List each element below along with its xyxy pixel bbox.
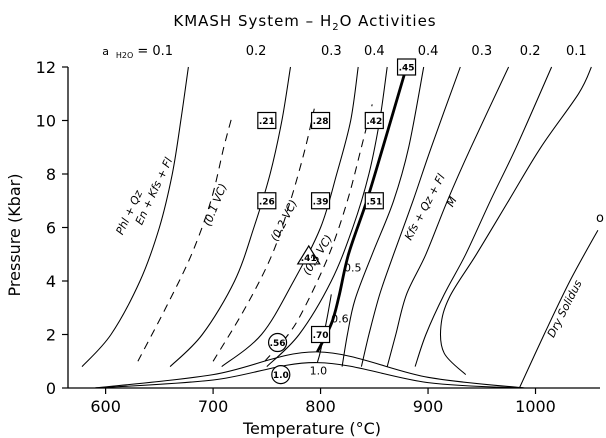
square-marker-label: .45 bbox=[399, 64, 415, 74]
x-tick-label: 900 bbox=[413, 397, 444, 416]
field-label: M bbox=[444, 194, 460, 209]
top-label-9: 0.1 bbox=[566, 44, 587, 59]
square-marker bbox=[257, 111, 277, 130]
series-line-1 bbox=[81, 66, 189, 367]
x-tick-label: 800 bbox=[305, 397, 336, 416]
top-label-activity-symbol: H2O = 0.1 bbox=[116, 44, 173, 60]
top-label-5: 0.4 bbox=[364, 44, 385, 59]
series-line-10 bbox=[341, 66, 425, 367]
circle-marker bbox=[267, 332, 288, 353]
y-tick-label: 12 bbox=[36, 58, 56, 77]
square-marker-label: .21 bbox=[259, 117, 275, 127]
series-line-12 bbox=[386, 66, 510, 367]
y-tick-label: 10 bbox=[36, 112, 56, 131]
edge-label: o bbox=[596, 211, 604, 226]
series-line-8 bbox=[316, 66, 408, 353]
series-line-16 bbox=[94, 362, 525, 389]
series-line-3 bbox=[169, 66, 292, 367]
square-marker bbox=[310, 325, 331, 344]
plot-area: a H2O = 0.1 0.2 0.3 0.4 0.4 0.3 0.2 0.1 .21 .28 .42… bbox=[81, 44, 604, 389]
circle-marker-label: 1.0 bbox=[273, 371, 289, 381]
field-label: (0.1 VC) bbox=[201, 182, 230, 228]
series-line-11 bbox=[360, 66, 461, 367]
annotation-label: 0.6 bbox=[331, 312, 349, 325]
field-label: Dry Solidus bbox=[545, 278, 585, 340]
series-line-15 bbox=[518, 229, 599, 389]
x-tick-label: 700 bbox=[198, 397, 229, 416]
y-tick-label: 2 bbox=[46, 326, 56, 345]
annotation-label: 0.5 bbox=[344, 262, 362, 275]
square-marker bbox=[310, 111, 331, 130]
circle-marker bbox=[271, 365, 291, 385]
square-marker bbox=[364, 111, 384, 130]
square-marker bbox=[310, 192, 331, 210]
square-marker-label: .39 bbox=[313, 197, 329, 207]
circle-marker-label: .56 bbox=[270, 339, 286, 349]
top-label-3: 0.2 bbox=[246, 44, 267, 59]
square-marker bbox=[396, 58, 417, 76]
series-line-13 bbox=[414, 66, 553, 367]
x-tick-label: 1000 bbox=[515, 397, 556, 416]
field-label: Kfs + Qz + Fl bbox=[402, 172, 448, 243]
chart-title: KMASH System – H2O Activities bbox=[173, 12, 436, 33]
series-line-14 bbox=[439, 66, 592, 375]
y-axis-label: Pressure (Kbar) bbox=[5, 174, 24, 297]
x-axis-label: Temperature (°C) bbox=[242, 419, 381, 438]
series-line-4 bbox=[212, 104, 316, 362]
series-line-2 bbox=[137, 115, 233, 362]
series-line-17 bbox=[94, 351, 525, 389]
top-label-8: 0.2 bbox=[520, 44, 541, 59]
top-label-a: a bbox=[102, 45, 109, 58]
square-marker-label: .28 bbox=[313, 117, 329, 127]
y-axis: 0 2 4 6 8 10 12 bbox=[36, 58, 69, 398]
triangle-marker bbox=[296, 244, 321, 265]
square-marker bbox=[364, 192, 384, 210]
square-marker-label: .26 bbox=[259, 197, 275, 207]
annotation-label: 1.0 bbox=[310, 365, 328, 378]
triangle-marker-label: .41 bbox=[301, 254, 317, 264]
series-line-5 bbox=[221, 66, 359, 368]
y-tick-label: 4 bbox=[46, 272, 56, 291]
x-tick-label: 600 bbox=[90, 397, 121, 416]
top-label-4: 0.3 bbox=[321, 44, 342, 59]
x-axis: 600 700 800 900 1000 bbox=[68, 387, 600, 416]
y-tick-label: 0 bbox=[46, 379, 56, 398]
top-label-6: 0.4 bbox=[418, 44, 439, 59]
y-tick-label: 6 bbox=[46, 219, 56, 238]
square-marker-label: .70 bbox=[313, 331, 329, 341]
y-tick-label: 8 bbox=[46, 165, 56, 184]
square-marker-label: .51 bbox=[366, 197, 382, 207]
top-label-7: 0.3 bbox=[471, 44, 492, 59]
square-marker-label: .42 bbox=[366, 117, 382, 127]
series-line-6 bbox=[264, 104, 373, 362]
square-marker bbox=[257, 192, 277, 210]
